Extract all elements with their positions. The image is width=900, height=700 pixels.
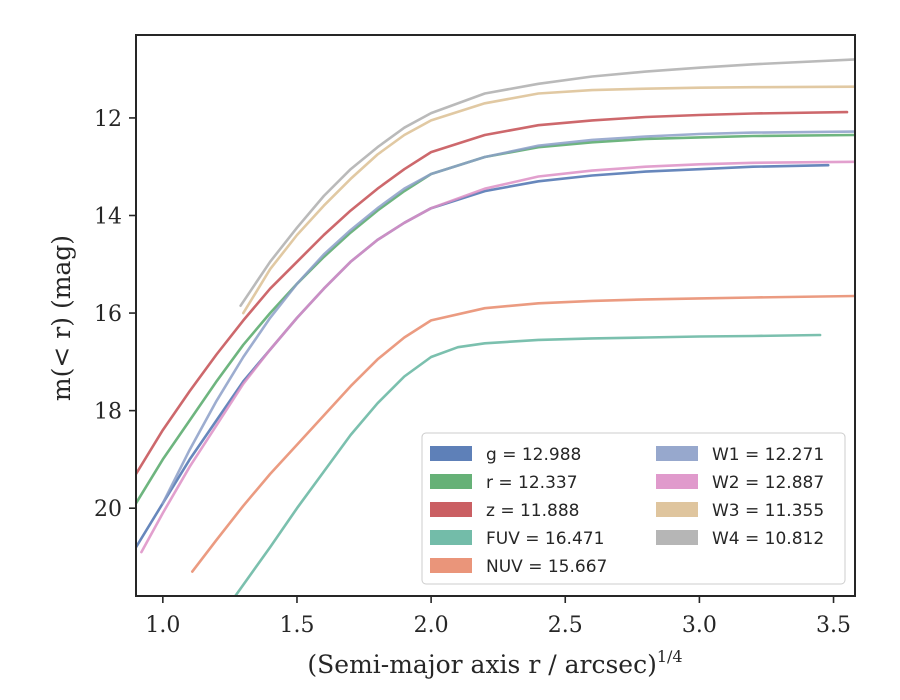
legend-swatch-w3 [656,502,698,517]
legend-label-g: g = 12.988 [486,445,581,465]
legend-label-w2: W2 = 12.887 [712,473,824,493]
legend-label-z: z = 11.888 [486,501,579,521]
legend-swatch-r [430,474,472,489]
y-tick-label: 18 [94,400,122,425]
series-line-z [136,110,849,476]
y-tick-label: 12 [94,107,122,132]
legend-swatch-w1 [656,446,698,461]
series-line-w2 [140,160,855,554]
x-tick-label: 3.0 [682,613,717,638]
series-line-w3 [242,85,855,315]
legend-swatch-w2 [656,474,698,489]
legend-swatch-fuv [430,530,472,545]
legend: g = 12.988 r = 12.337 z = 11.888 FUV = 16.4… [421,432,846,585]
x-tick-label: 1.0 [145,613,180,638]
legend-label-w1: W1 = 12.271 [712,445,824,465]
x-axis-label-exponent: 1/4 [657,647,683,666]
y-axis: 12 14 16 18 20 [94,107,136,522]
series-layer [136,58,855,596]
legend-swatch-g [430,446,472,461]
x-tick-label: 3.5 [816,613,851,638]
x-axis: 1.0 1.5 2.0 2.5 3.0 3.5 [145,596,851,638]
x-tick-label: 1.5 [279,613,314,638]
x-axis-label: (Semi-major axis r / arcsec)1/4 [307,647,682,679]
y-axis-label: m(< r) (mag) [47,235,76,401]
y-tick-label: 20 [94,497,122,522]
series-line-r [136,133,855,505]
series-line-fuv [234,333,822,596]
series-line-w1 [161,130,855,505]
legend-frame [421,432,846,585]
y-tick-label: 16 [94,302,122,327]
series-line-nuv [191,294,855,573]
legend-label-nuv: NUV = 15.667 [486,557,607,577]
series-line-w4 [239,58,855,308]
legend-label-w3: W3 = 11.355 [712,501,824,521]
legend-swatch-z [430,502,472,517]
legend-swatch-w4 [656,530,698,545]
legend-label-fuv: FUV = 16.471 [486,529,604,549]
legend-label-r: r = 12.337 [486,473,578,493]
plot-frame [135,34,856,597]
legend-swatch-nuv [430,558,472,573]
y-tick-label: 14 [94,204,122,229]
x-tick-label: 2.5 [548,613,583,638]
x-tick-label: 2.0 [414,613,449,638]
x-axis-label-text: (Semi-major axis r / arcsec) [307,650,656,679]
legend-label-w4: W4 = 10.812 [712,529,824,549]
